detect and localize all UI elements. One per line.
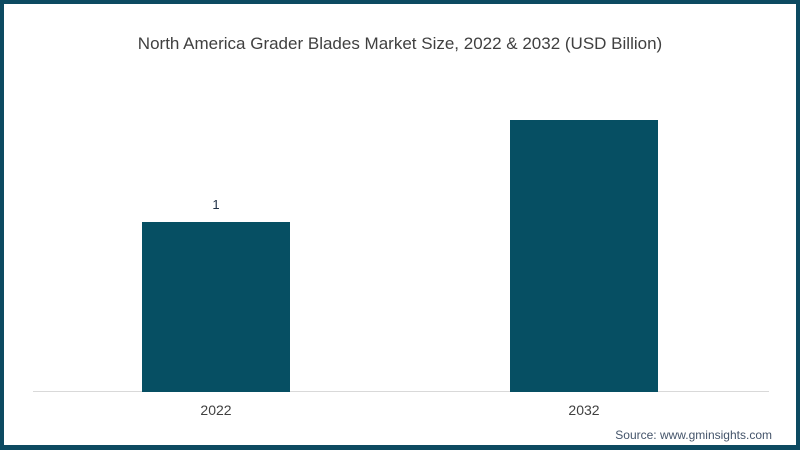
- chart-title: North America Grader Blades Market Size,…: [137, 34, 663, 53]
- bar-2032: [510, 120, 658, 392]
- x-tick-label-2022: 2022: [200, 402, 232, 418]
- source-attribution: Source: www.gminsights.com: [615, 428, 772, 442]
- x-axis-line: [33, 391, 769, 392]
- bar-group-2032: 2032: [510, 120, 658, 418]
- plot-area: 1 2022 2032: [33, 100, 769, 418]
- bar-value-label-2022: 1: [212, 197, 220, 212]
- x-tick-label-2032: 2032: [568, 402, 600, 418]
- bar-group-2022: 1 2022: [142, 197, 290, 418]
- bar-2022: [142, 222, 290, 392]
